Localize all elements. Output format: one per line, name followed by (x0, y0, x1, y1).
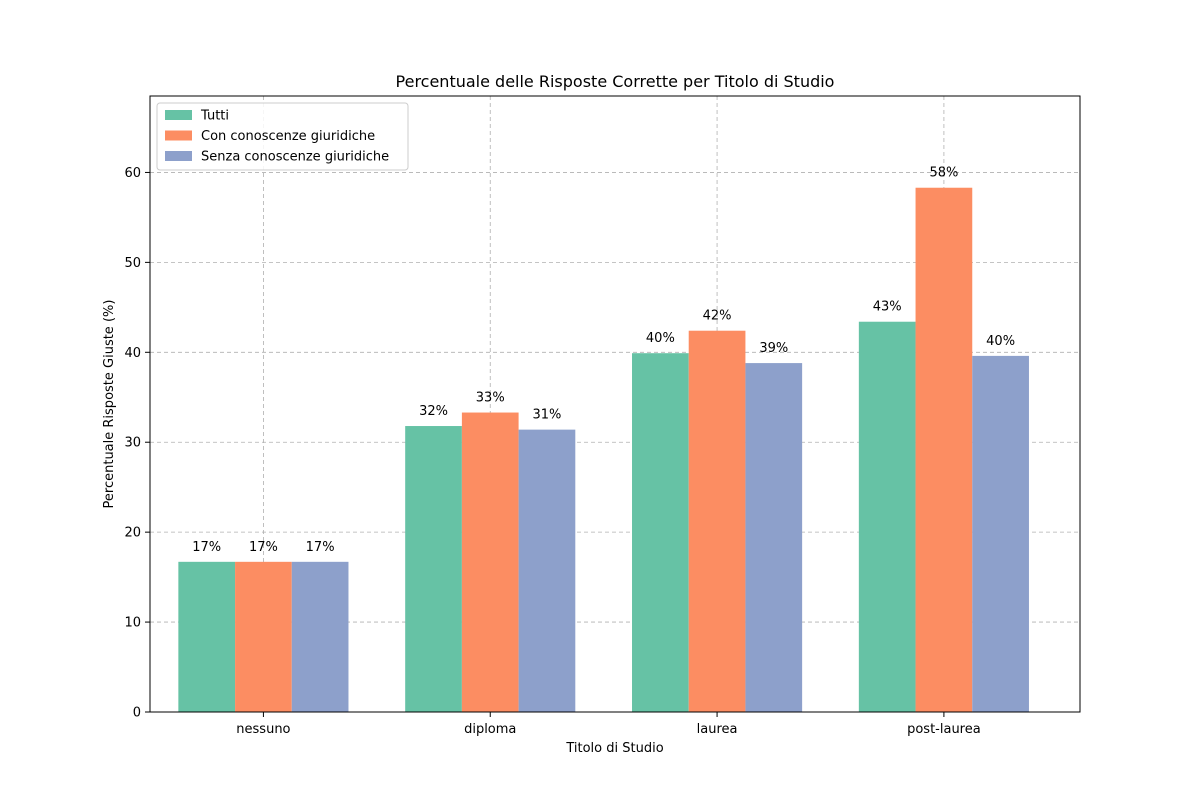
bar-value-label: 31% (532, 408, 561, 423)
y-tick-label: 0 (133, 706, 141, 721)
legend-label: Senza conoscenze giuridiche (201, 150, 389, 165)
y-tick-label: 20 (124, 526, 141, 541)
bar-value-label: 33% (476, 391, 505, 406)
y-tick-label: 30 (124, 436, 141, 451)
bar-value-label: 43% (873, 300, 902, 315)
bar-value-label: 40% (986, 334, 1015, 349)
legend-label: Tutti (200, 109, 229, 124)
data-labels: 17% 32% 40% 43% 17% 33% 42% 58% 17% 31% 39% 40% (192, 166, 1015, 555)
y-axis-label: Percentuale Risposte Giuste (%) (102, 300, 117, 509)
legend-swatch (165, 151, 192, 161)
bar-value-label: 40% (646, 331, 675, 346)
y-tick-label: 40 (124, 346, 141, 361)
x-tick-label: post-laurea (907, 722, 981, 737)
bar (405, 426, 462, 712)
bar-value-label: 17% (249, 540, 278, 555)
bar-value-label: 32% (419, 404, 448, 419)
legend-label: Con conoscenze giuridiche (201, 129, 375, 144)
bar (972, 355, 1029, 712)
bar (632, 353, 689, 712)
bar-value-label: 17% (306, 540, 335, 555)
bar (291, 561, 349, 712)
bar (178, 561, 236, 712)
bar (518, 429, 576, 712)
x-tick-label: nessuno (236, 722, 290, 737)
bar (858, 321, 916, 712)
bar (745, 363, 803, 712)
y-tick-label: 10 (124, 616, 141, 631)
axis-ticks: 0 10 20 30 40 50 60 nessuno diploma laurea post-la… (124, 166, 980, 737)
y-tick-label: 60 (124, 166, 141, 181)
bar (461, 412, 519, 712)
legend-swatch (165, 110, 192, 120)
x-axis-label: Titolo di Studio (565, 741, 663, 756)
legend-box (156, 102, 409, 171)
bar (235, 561, 292, 712)
legend-swatch (165, 130, 192, 141)
bars (178, 187, 1029, 713)
bar-value-label: 58% (929, 166, 958, 181)
x-tick-label: diploma (464, 722, 516, 737)
bar-value-label: 42% (703, 309, 732, 324)
chart-title: Percentuale delle Risposte Corrette per … (396, 72, 835, 91)
bar (688, 330, 746, 712)
bar (915, 187, 973, 713)
bar-value-label: 17% (192, 540, 221, 555)
plot-frame (149, 95, 1081, 713)
x-tick-label: laurea (697, 722, 738, 737)
legend: Tutti Con conoscenze giuridiche Senza cono… (156, 102, 409, 171)
bar-value-label: 39% (759, 341, 788, 356)
y-tick-label: 50 (124, 256, 141, 271)
